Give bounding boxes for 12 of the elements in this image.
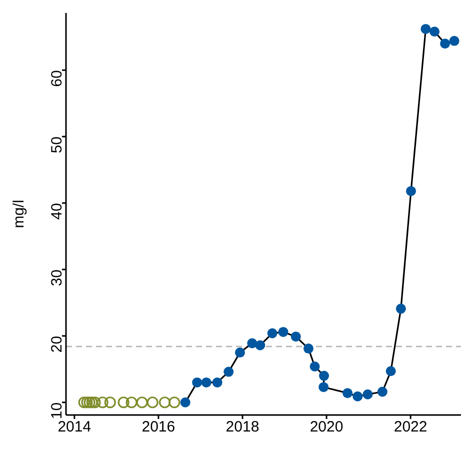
y-tick-label: 20 (48, 336, 66, 353)
x-tick-label: 2014 (58, 418, 92, 436)
x-tick-label: 2018 (226, 418, 260, 436)
y-tick-label: 50 (48, 136, 66, 154)
x-tick-label: 2016 (142, 418, 176, 436)
x-tick-label: 2022 (394, 418, 428, 436)
x-tick-label: 2020 (310, 418, 344, 436)
y-tick-label: 10 (48, 402, 66, 420)
y-axis-title: mg/l (10, 200, 28, 228)
y-tick-label: 30 (48, 269, 66, 286)
y-tick-label: 60 (48, 70, 66, 87)
y-tick-label: 40 (48, 203, 66, 220)
